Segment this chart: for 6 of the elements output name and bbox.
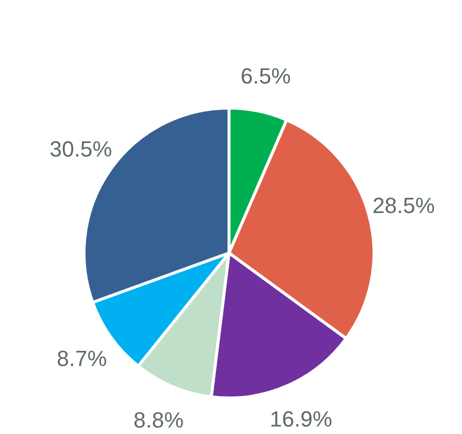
data-label: 8.8% bbox=[134, 407, 184, 432]
data-label: 8.7% bbox=[56, 346, 107, 371]
data-label: 30.5% bbox=[50, 136, 112, 162]
data-label: 28.5% bbox=[372, 192, 435, 218]
data-label: 16.9% bbox=[270, 406, 332, 432]
data-label: 6.5% bbox=[240, 63, 291, 88]
